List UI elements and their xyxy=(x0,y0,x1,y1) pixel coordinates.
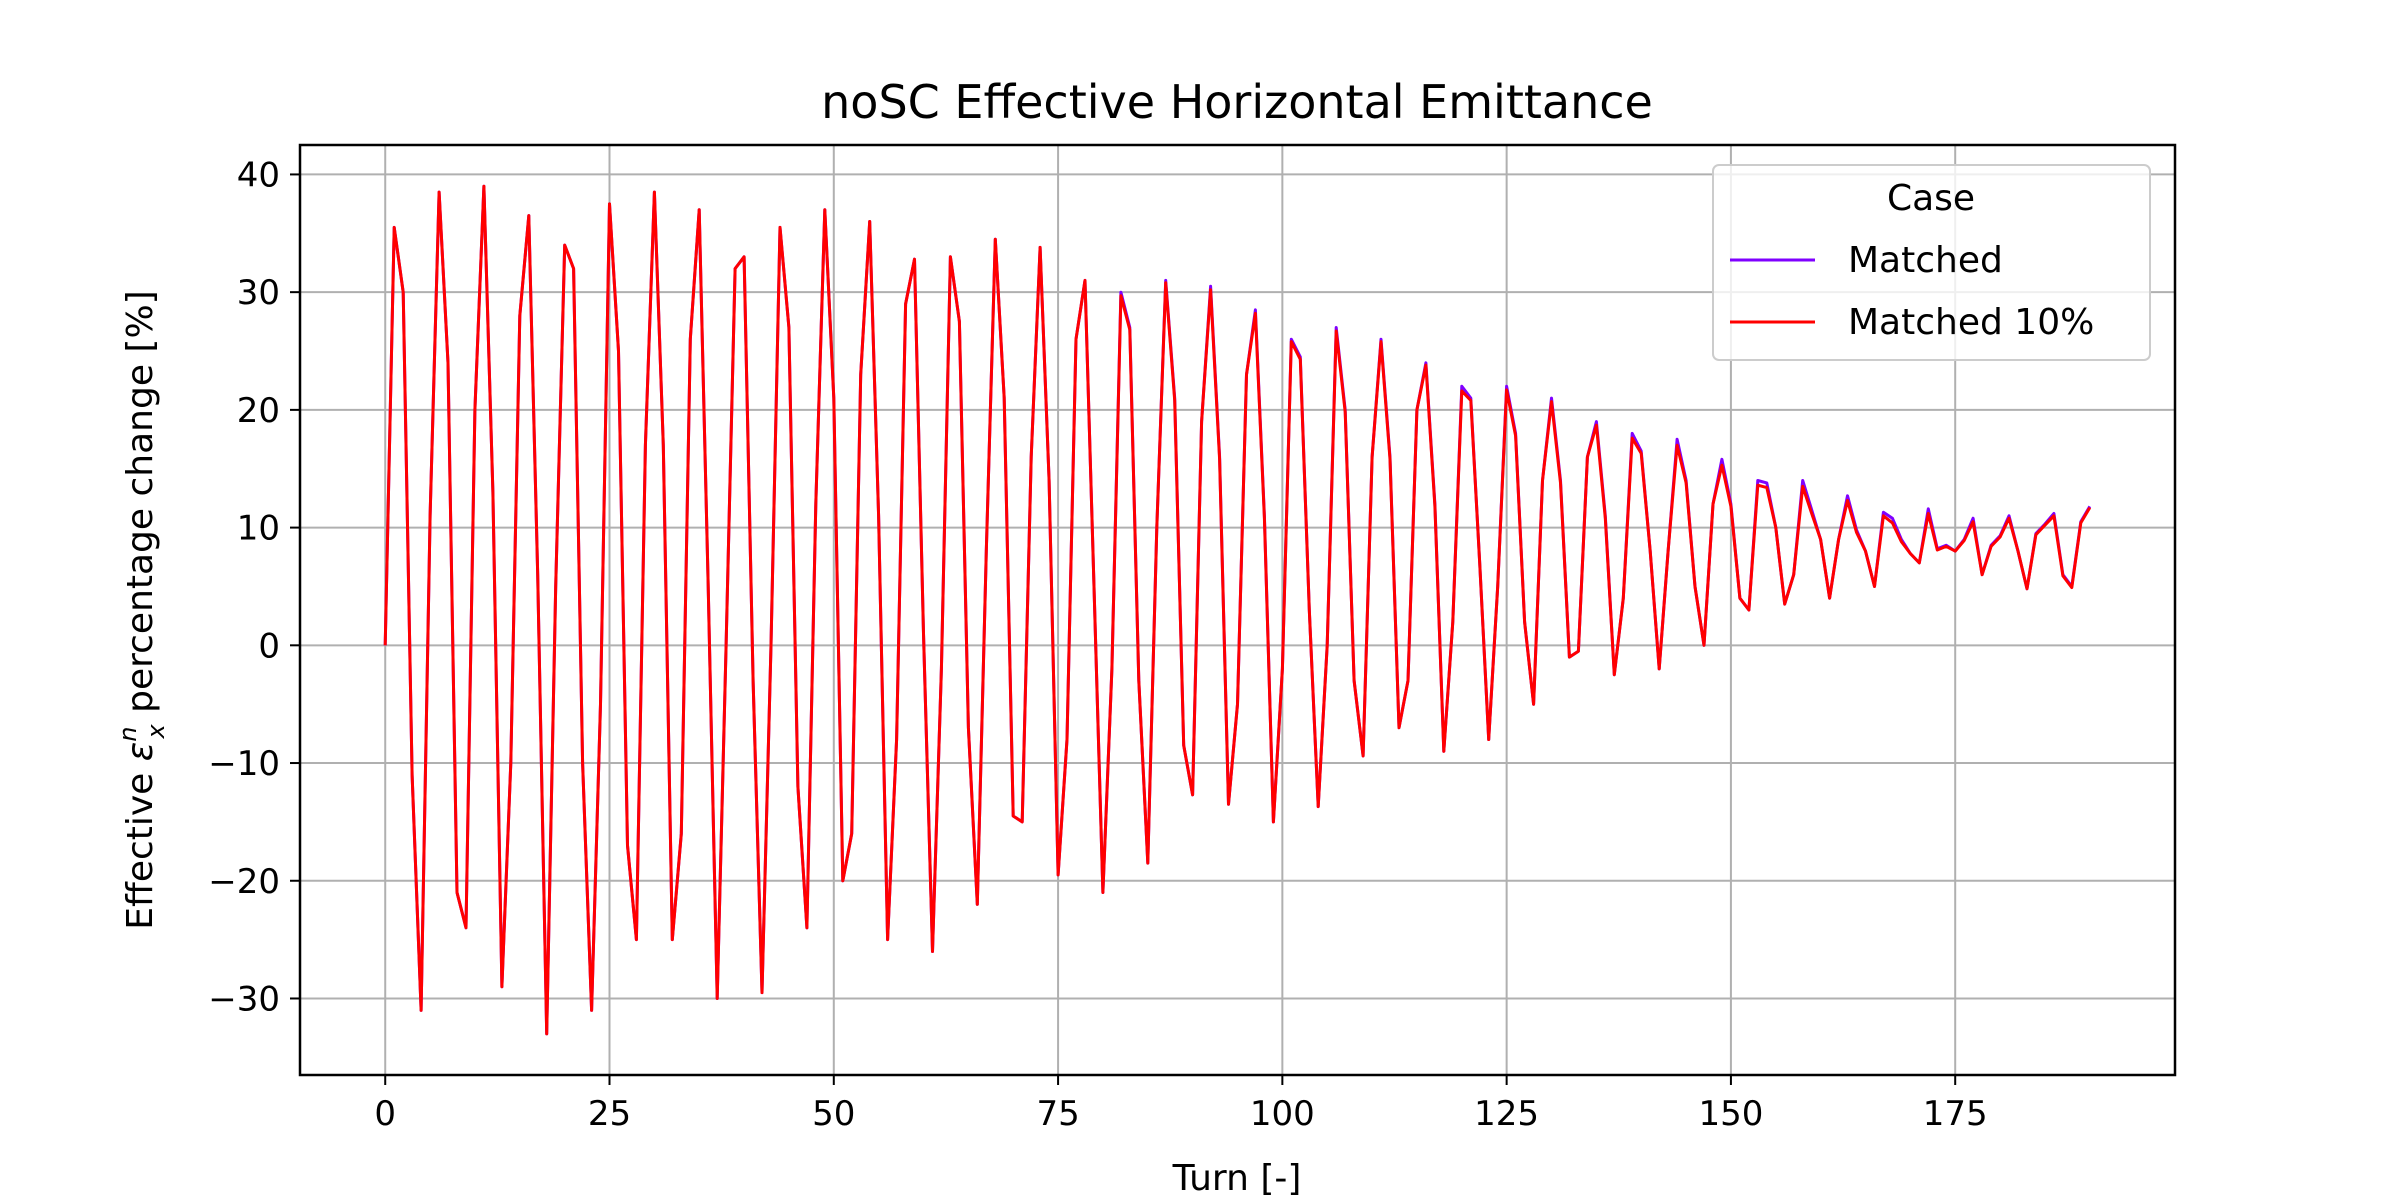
y-tick-label: −10 xyxy=(208,744,280,784)
y-tick-label: −20 xyxy=(208,862,280,902)
y-axis-label-prefix: Effective xyxy=(120,761,161,930)
legend-box xyxy=(1712,164,2151,361)
ticks: 0 25 50 75 100 125 150 175 −30 −20 −10 0 10 20 30 40 xyxy=(208,155,1987,1134)
y-tick-label: 30 xyxy=(237,273,280,313)
y-tick-label: 10 xyxy=(237,509,280,549)
x-tick-label: 175 xyxy=(1923,1094,1988,1134)
y-tick-label: 0 xyxy=(258,626,280,666)
legend-title: Case xyxy=(1887,178,1975,219)
chart-title: noSC Effective Horizontal Emittance xyxy=(821,75,1653,129)
legend-label-matched-10: Matched 10% xyxy=(1848,302,2094,343)
y-axis-label-symbol: ε xyxy=(120,742,161,761)
y-axis-label-subscript: x xyxy=(142,724,170,740)
x-tick-label: 0 xyxy=(374,1094,396,1134)
x-tick-label: 75 xyxy=(1036,1094,1079,1134)
y-tick-label: 40 xyxy=(237,155,280,195)
x-tick-label: 50 xyxy=(812,1094,855,1134)
y-tick-label: 20 xyxy=(237,391,280,431)
legend: Case Matched Matched 10% xyxy=(1712,164,2151,361)
x-tick-label: 25 xyxy=(588,1094,631,1134)
series-line-matched-10 xyxy=(383,184,2092,1036)
x-tick-label: 125 xyxy=(1474,1094,1539,1134)
y-axis-label: Effective εnx percentage change [%] xyxy=(114,290,170,929)
plot-frame xyxy=(298,143,2177,1077)
y-tick-label: −30 xyxy=(208,979,280,1019)
x-tick-label: 150 xyxy=(1698,1094,1763,1134)
x-tick-label: 100 xyxy=(1250,1094,1315,1134)
y-axis-label-suffix: percentage change [%] xyxy=(120,290,161,724)
legend-label-matched: Matched xyxy=(1848,240,2003,281)
y-axis-label-superscript: n xyxy=(114,727,142,742)
x-axis-label: Turn [-] xyxy=(1172,1158,1302,1199)
series-lines xyxy=(383,184,2092,1036)
